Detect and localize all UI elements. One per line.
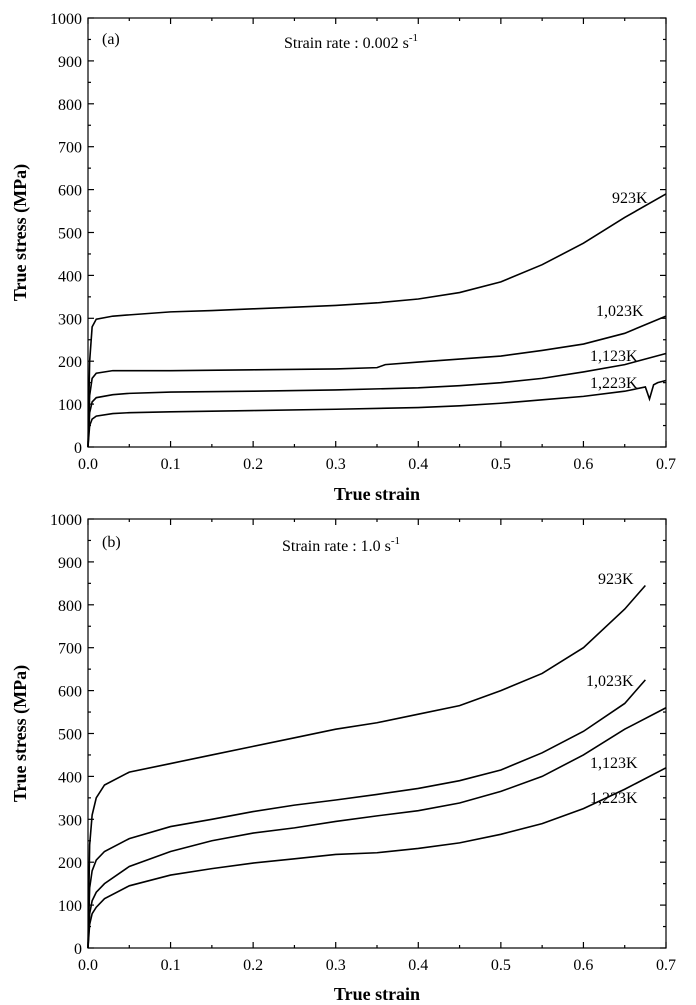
x-tick-label: 0.3 xyxy=(326,456,346,473)
series-line-1123k xyxy=(87,352,667,448)
strain-rate-text: Strain rate : 0.002 s xyxy=(284,35,409,52)
y-tick-label: 400 xyxy=(58,769,82,786)
y-tick-label: 500 xyxy=(58,226,82,243)
y-tick-label: 1000 xyxy=(50,11,82,28)
y-tick-label: 700 xyxy=(58,140,82,157)
y-tick-label: 200 xyxy=(58,354,82,371)
series-line-1123k xyxy=(87,707,667,949)
y-axis-title: True stress (MPa) xyxy=(10,665,31,802)
x-tick-label: 0.0 xyxy=(78,957,98,974)
x-tick-label: 0.3 xyxy=(326,957,346,974)
series-line-923k xyxy=(87,193,667,448)
strain-rate-superscript: -1 xyxy=(409,32,418,44)
y-tick-label: 200 xyxy=(58,855,82,872)
series-line-1223k xyxy=(87,379,667,448)
series-line-1023k xyxy=(87,679,646,949)
strain-rate-annotation: Strain rate : 0.002 s-1 xyxy=(284,32,418,52)
series-label: 1,023K xyxy=(586,673,634,690)
y-tick-label: 300 xyxy=(58,311,82,328)
y-tick-label: 900 xyxy=(58,54,82,71)
series-line-1023k xyxy=(87,315,667,448)
y-tick-label: 800 xyxy=(58,97,82,114)
x-tick-label: 0.7 xyxy=(656,957,676,974)
x-tick-label: 0.4 xyxy=(408,957,428,974)
panel-label: (a) xyxy=(102,31,120,48)
y-tick-label: 0 xyxy=(74,941,82,958)
x-tick-label: 0.6 xyxy=(573,957,593,974)
y-tick-label: 0 xyxy=(74,440,82,457)
series-label: 1,123K xyxy=(590,348,638,365)
y-axis-title: True stress (MPa) xyxy=(10,164,31,301)
strain-rate-text: Strain rate : 1.0 s xyxy=(282,538,391,555)
x-tick-label: 0.7 xyxy=(656,456,676,473)
series-label: 1,123K xyxy=(590,755,638,772)
x-axis-title: True strain xyxy=(334,484,420,504)
series-line-1223k xyxy=(87,767,667,949)
series-label: 923K xyxy=(612,190,648,207)
x-tick-label: 0.4 xyxy=(408,456,428,473)
x-tick-label: 0.2 xyxy=(243,456,263,473)
y-tick-label: 100 xyxy=(58,397,82,414)
x-tick-label: 0.5 xyxy=(491,456,511,473)
x-tick-label: 0.6 xyxy=(573,456,593,473)
y-tick-label: 800 xyxy=(58,598,82,615)
x-tick-label: 0.0 xyxy=(78,456,98,473)
y-tick-label: 700 xyxy=(58,641,82,658)
x-tick-label: 0.1 xyxy=(161,957,181,974)
y-tick-label: 900 xyxy=(58,555,82,572)
y-tick-label: 500 xyxy=(58,727,82,744)
x-tick-label: 0.5 xyxy=(491,957,511,974)
y-tick-label: 600 xyxy=(58,684,82,701)
x-tick-label: 0.2 xyxy=(243,957,263,974)
y-tick-label: 1000 xyxy=(50,512,82,529)
x-axis-title: True strain xyxy=(334,984,420,1004)
panel-label: (b) xyxy=(102,534,121,551)
series-label: 1,223K xyxy=(590,790,638,807)
y-tick-label: 600 xyxy=(58,183,82,200)
chart-panel-a: 0.0 0.1 0.2 0.3 0.4 0.5 0.6 0.7 0 100 200 300 400 500… xyxy=(10,11,676,504)
strain-rate-superscript: -1 xyxy=(391,535,400,547)
series-label: 1,023K xyxy=(596,303,644,320)
y-tick-label: 300 xyxy=(58,812,82,829)
chart-panel-b: 0.0 0.1 0.2 0.3 0.4 0.5 0.6 0.7 0 100 200 300 400 500… xyxy=(10,512,676,1004)
y-tick-label: 100 xyxy=(58,898,82,915)
x-tick-label: 0.1 xyxy=(161,456,181,473)
plot-frame xyxy=(87,17,667,448)
y-tick-label: 400 xyxy=(58,268,82,285)
strain-rate-annotation: Strain rate : 1.0 s-1 xyxy=(282,535,400,555)
series-label: 923K xyxy=(598,571,634,588)
series-line-923k xyxy=(87,584,646,949)
series-label: 1,223K xyxy=(590,375,638,392)
